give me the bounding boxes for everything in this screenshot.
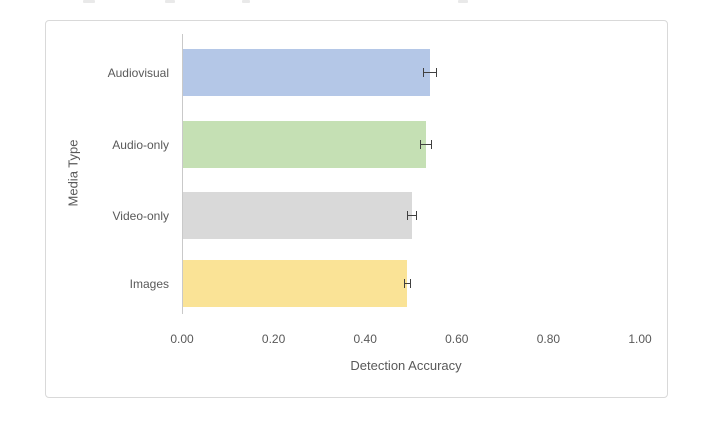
error-bar-line [404, 283, 411, 284]
x-tick-label-0.80: 0.80 [536, 332, 561, 346]
category-label-video-only: Video-only [112, 209, 169, 223]
error-bar-images [403, 279, 412, 288]
cropped-text-artifact [242, 0, 250, 3]
x-tick-label-0.00: 0.00 [170, 332, 194, 346]
cropped-text-artifact [458, 0, 468, 3]
bar-audiovisual [183, 49, 430, 96]
x-axis-title: Detection Accuracy [350, 358, 462, 373]
cropped-text-artifact [165, 0, 175, 3]
error-bar-video-only [406, 211, 418, 220]
error-bar-line [424, 72, 437, 73]
error-bar-audiovisual [423, 68, 438, 77]
category-axis-line [182, 34, 183, 314]
x-tick-label-0.60: 0.60 [445, 332, 469, 346]
category-label-images: Images [129, 277, 169, 291]
bar-video-only [183, 192, 412, 239]
error-bar-line [407, 215, 417, 216]
x-tick-label-0.20: 0.20 [261, 332, 286, 346]
x-tick-label-0.40: 0.40 [353, 332, 377, 346]
bar-images [183, 260, 407, 307]
error-bar-line [420, 144, 431, 145]
error-bar-audio-only [419, 140, 432, 149]
bar-audio-only [183, 121, 426, 168]
chart: Audiovisual Audio-only Video-only Images 0.0… [45, 20, 668, 398]
x-tick-label-1.00: 1.00 [628, 332, 652, 346]
y-axis-title: Media Type [65, 139, 81, 207]
cropped-text-artifact [83, 0, 95, 3]
category-label-audio-only: Audio-only [112, 138, 169, 152]
category-label-audiovisual: Audiovisual [107, 66, 169, 80]
